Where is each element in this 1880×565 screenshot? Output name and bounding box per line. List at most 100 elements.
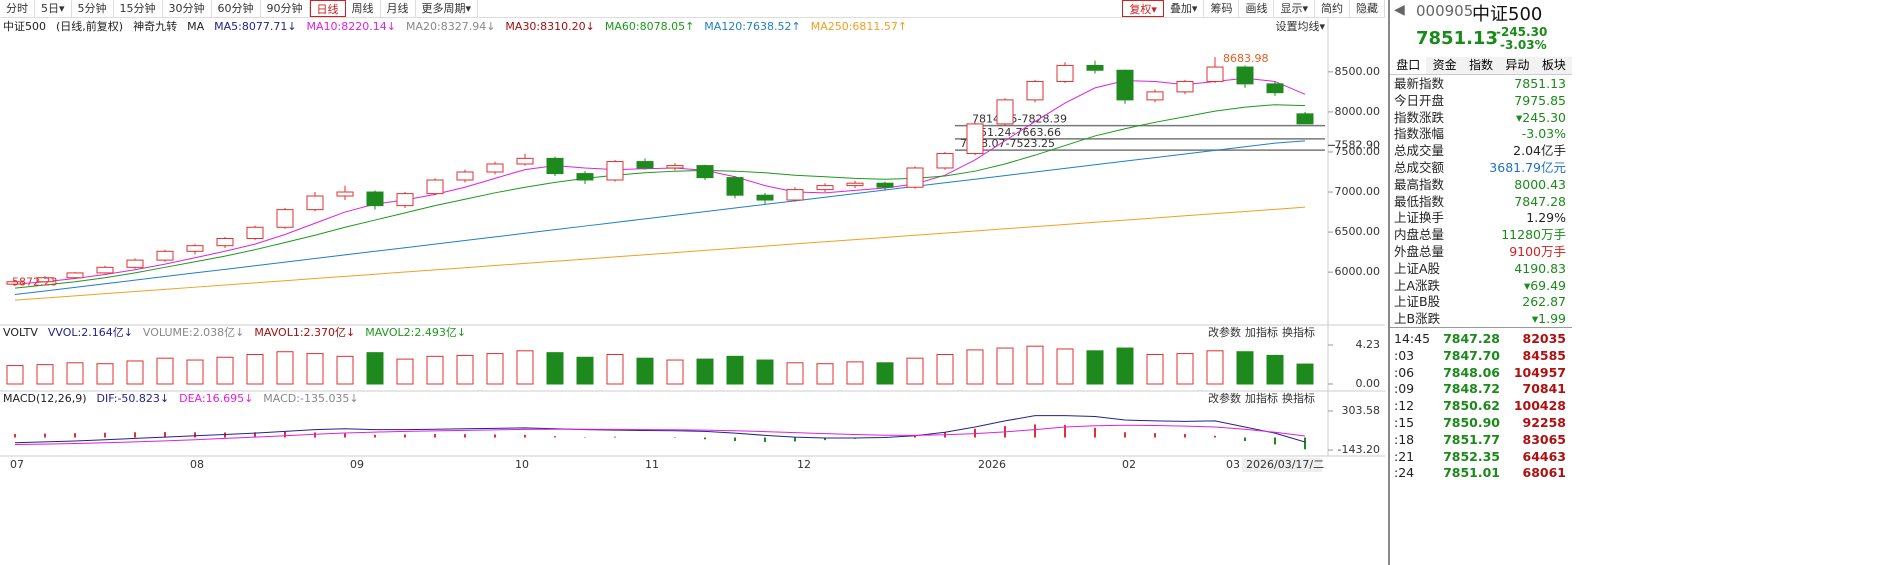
y-tick-label: 303.58: [1342, 404, 1381, 417]
price-marker-label: 7582.90: [1335, 138, 1381, 151]
panel-button[interactable]: 加指标: [1245, 391, 1278, 405]
tab[interactable]: 盘口: [1390, 57, 1427, 74]
period-button[interactable]: 更多周期▾: [416, 0, 479, 17]
tick-price: 7848.06: [1443, 364, 1500, 380]
candle-body: [66, 272, 84, 279]
tab[interactable]: 板块: [1541, 58, 1566, 72]
period-button[interactable]: 周线: [346, 0, 381, 17]
period-button[interactable]: 月线: [381, 0, 416, 17]
panel-button[interactable]: 换指标: [1282, 391, 1315, 405]
volume-bar: [126, 360, 144, 385]
period-button[interactable]: 5分钟: [72, 0, 114, 17]
candle-body: [876, 182, 894, 188]
ma-line: [14, 104, 1306, 289]
tab[interactable]: 异动: [1505, 58, 1530, 72]
tick-row: :15 7850.90 92258: [1394, 415, 1566, 431]
tool-button[interactable]: 画线: [1239, 0, 1275, 17]
quote-row: 最低指数 7847.28: [1394, 194, 1566, 210]
tab[interactable]: 指数: [1469, 58, 1494, 72]
x-tick-label: 10: [515, 458, 529, 471]
volume-bar: [1026, 345, 1044, 385]
tick-time: :24: [1394, 465, 1415, 481]
tool-button[interactable]: 复权▾: [1122, 0, 1164, 17]
tick-row: :24 7851.01 68061: [1394, 465, 1566, 481]
candle-body: [726, 177, 744, 196]
tool-button[interactable]: 叠加▾: [1164, 0, 1205, 17]
quote-row: 上A涨跌 ▾69.49: [1394, 278, 1566, 294]
candle-body: [276, 209, 294, 228]
quote-label: 总成交额: [1394, 160, 1445, 175]
tick-time: :03: [1394, 347, 1415, 363]
candle-body: [576, 173, 594, 181]
period-button[interactable]: 15分钟: [114, 0, 163, 17]
volume-bar: [576, 356, 594, 385]
volume-bar: [246, 354, 264, 385]
y-tick-label: 0.00: [1356, 377, 1381, 390]
tool-button[interactable]: 简约: [1315, 0, 1350, 17]
settings-button[interactable]: 设置均线▾: [1275, 19, 1325, 33]
y-tick-label: 8500.00: [1335, 65, 1381, 78]
index-price: 7851.13: [1416, 28, 1498, 49]
period-button[interactable]: 日线: [309, 0, 346, 17]
panel-button[interactable]: 加指标: [1245, 325, 1278, 339]
quote-label: 上B涨跌: [1394, 311, 1441, 327]
x-tick-label: 03: [1226, 458, 1240, 471]
tick-time: :15: [1394, 415, 1415, 430]
volume-bar: [426, 355, 444, 385]
panel-button[interactable]: 改参数: [1208, 325, 1241, 339]
volume-bar: [966, 349, 984, 385]
tool-button[interactable]: 显示▾: [1274, 0, 1315, 17]
candle-body: [936, 153, 954, 169]
cursor-date: 2026/03/17/二: [1246, 458, 1324, 471]
volume-bar: [876, 362, 894, 385]
y-tick-label: -143.20: [1338, 443, 1380, 456]
volume-bar: [96, 363, 114, 385]
tabs: 盘口 资金 指数 异动 板块: [1390, 57, 1572, 75]
quote-value: 11280万手: [1501, 227, 1566, 243]
quote-row: 外盘总量 9100万手: [1394, 244, 1566, 260]
volume-bar: [1146, 354, 1164, 385]
indicator-line: [14, 424, 1306, 446]
quote-row: 最高指数 8000.43: [1394, 177, 1566, 193]
volume-bar: [186, 359, 204, 385]
tick-row: :18 7851.77 83065: [1394, 432, 1566, 448]
candle-body: [426, 179, 444, 195]
volume-bar: [786, 362, 804, 385]
period-button[interactable]: 60分钟: [212, 0, 261, 17]
quote-label: 最高指数: [1394, 176, 1445, 192]
quote-row: 内盘总量 11280万手: [1394, 227, 1566, 243]
quote-value: 8000.43: [1514, 176, 1566, 192]
volume-bar: [36, 364, 54, 385]
candle-body: [816, 185, 834, 191]
period-button[interactable]: 90分钟: [261, 0, 310, 17]
arrow: ◀: [1394, 2, 1405, 18]
panel-name: VOLTV: [3, 326, 38, 339]
period-button[interactable]: 5日▾: [35, 0, 72, 17]
quote-label: 上证B股: [1394, 294, 1441, 310]
tick-row: :21 7852.35 64463: [1394, 449, 1566, 465]
candle-body: [186, 245, 204, 252]
panel-button[interactable]: 改参数: [1208, 391, 1241, 405]
quote-row: 指数涨幅 -3.03%: [1394, 126, 1566, 142]
tick-row: :09 7848.72 70841: [1394, 381, 1566, 397]
panel-value: VVOL:2.164亿↓: [48, 326, 133, 339]
candle-body: [96, 266, 114, 274]
index-code: 000905: [1416, 2, 1474, 20]
candle-body: [546, 157, 564, 175]
quote-label: 上证A股: [1394, 260, 1441, 276]
period-button[interactable]: 30分钟: [163, 0, 212, 17]
tick-price: 7848.72: [1443, 381, 1500, 397]
quote-label: 指数涨跌: [1394, 109, 1445, 125]
tab[interactable]: 资金: [1432, 58, 1457, 72]
panel-button[interactable]: 换指标: [1282, 325, 1315, 339]
quote-value: -3.03%: [1521, 126, 1566, 142]
volume-bar: [66, 362, 84, 385]
candle-body: [216, 237, 234, 247]
ma-value: MA5:8077.71↓: [214, 20, 296, 33]
tool-button[interactable]: 筹码: [1204, 0, 1240, 17]
tool-button[interactable]: 隐藏: [1350, 0, 1385, 17]
period-button[interactable]: 分时: [0, 0, 35, 17]
quote-label: 总成交量: [1394, 143, 1445, 159]
tick-row: 14:45 7847.28 82035: [1394, 331, 1566, 347]
quote-row: 今日开盘 7975.85: [1394, 93, 1566, 109]
